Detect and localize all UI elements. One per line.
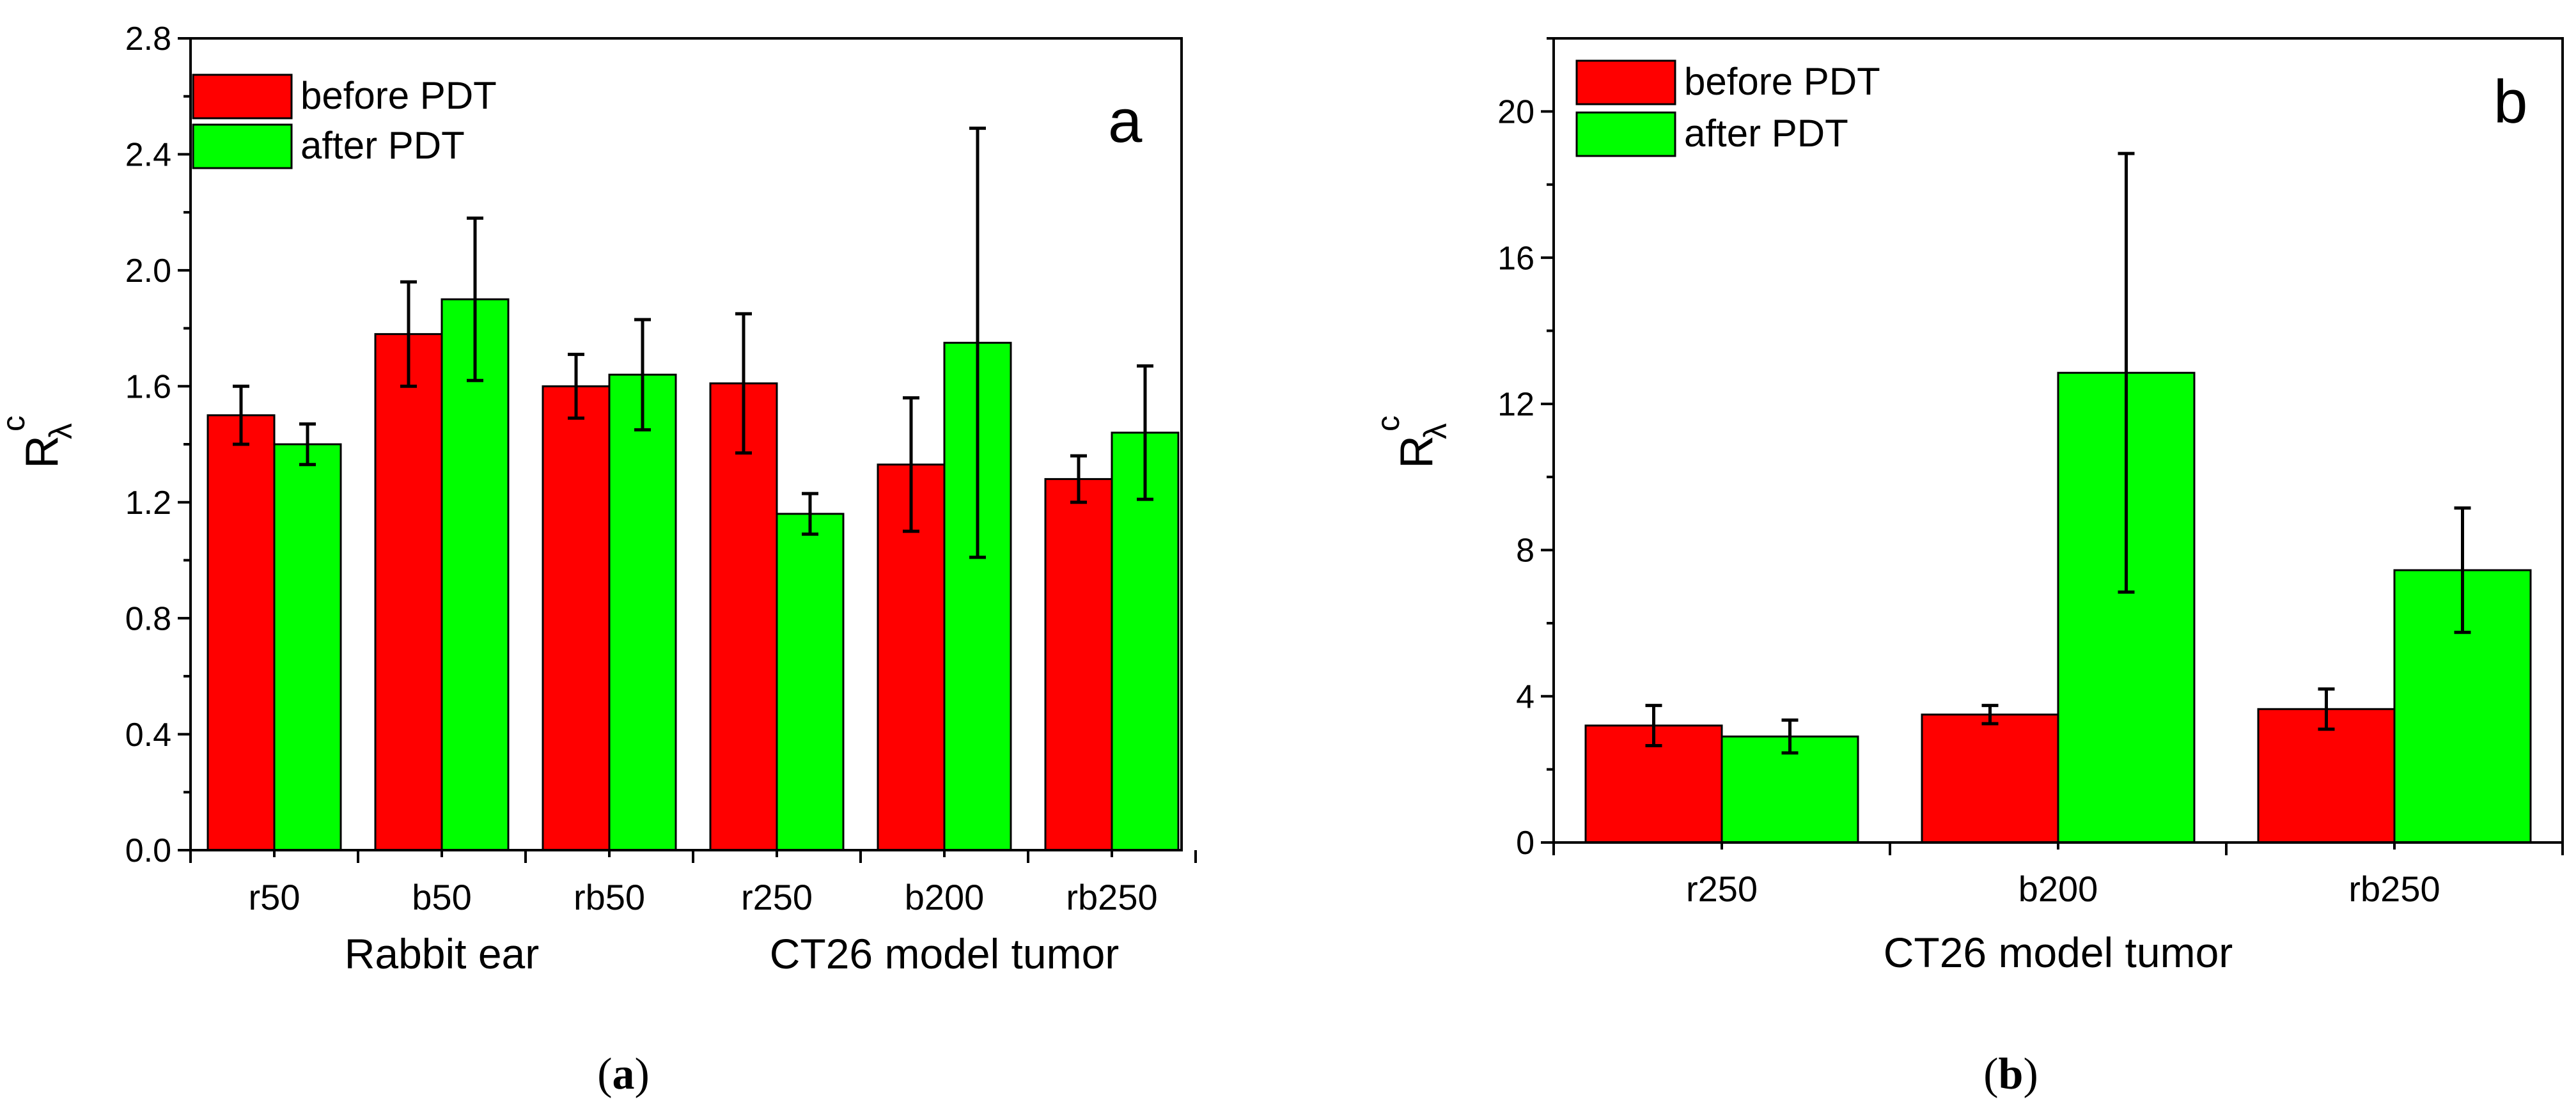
y-axis-label: Rλc — [0, 415, 79, 469]
y-axis-label-sup: c — [0, 415, 31, 431]
bar-before-r50 — [207, 414, 276, 851]
legend-label-before: before PDT — [301, 74, 497, 117]
y-tick-label: 0.0 — [125, 832, 171, 869]
x-category-label: b200 — [2018, 869, 2098, 909]
x-category-label: r250 — [1686, 869, 1758, 909]
y-tick-label: 12 — [1497, 386, 1534, 423]
caption-paren-open: ( — [1983, 1050, 1998, 1099]
y-tick-label: 2.8 — [125, 20, 171, 58]
legend-swatch-before — [192, 74, 293, 120]
chart-panel-b: 0 4 8 12 16 20 r250 b200 rb250 CT26 model tumor Rλ… — [1370, 37, 2564, 1099]
bar-before-rb50 — [542, 385, 611, 851]
panel-letter: b — [2494, 68, 2527, 136]
y-tick-label: 1.6 — [125, 368, 171, 405]
panel-letter: a — [1108, 87, 1143, 155]
panel-caption: (a) — [597, 1050, 650, 1099]
legend-swatch-before — [1575, 59, 1676, 105]
legend-swatch-after — [1575, 111, 1676, 157]
y-axis-label-base: R — [17, 435, 68, 469]
caption-paren-close: ) — [2023, 1050, 2038, 1099]
y-tick-label: 8 — [1516, 532, 1534, 570]
caption-paren-open: ( — [597, 1050, 612, 1099]
y-axis-label: Rλc — [1370, 415, 1453, 469]
x-axis-label: CT26 model tumor — [1884, 929, 2233, 976]
caption-letter: a — [613, 1050, 635, 1099]
bar-after-rb50 — [608, 373, 677, 851]
bar-after-r250 — [776, 513, 845, 851]
bar-before-rb250 — [2257, 708, 2396, 844]
x-category-label: rb250 — [1066, 877, 1157, 917]
bar-before-b200 — [1921, 713, 2059, 844]
legend-swatch-after — [192, 123, 293, 169]
x-category-label: r50 — [249, 877, 301, 917]
caption-letter: b — [1999, 1050, 2024, 1099]
y-tick-label: 20 — [1497, 94, 1534, 131]
y-axis-label-base: R — [1391, 435, 1442, 469]
y-tick-label: 0.4 — [125, 717, 171, 754]
y-tick-label: 4 — [1516, 678, 1534, 715]
bar-after-rb250 — [1111, 431, 1180, 851]
x-category-label: r250 — [741, 877, 813, 917]
legend-label-after: after PDT — [301, 124, 465, 167]
x-category-label: rb50 — [574, 877, 645, 917]
bar-after-r50 — [273, 443, 342, 851]
y-tick-label: 1.2 — [125, 485, 171, 522]
caption-paren-close: ) — [635, 1050, 650, 1099]
x-group-label: CT26 model tumor — [770, 930, 1120, 977]
chart-panel-a: 0.0 0.4 0.8 1.2 1.6 2.0 2.4 2.8 r50 b50 rb50 r250 b2… — [0, 20, 1197, 1099]
panel-caption: (b) — [1983, 1050, 2038, 1099]
y-axis-label-sub: λ — [1417, 423, 1453, 439]
bar-before-b50 — [374, 333, 443, 851]
legend-label-after: after PDT — [1684, 112, 1848, 155]
y-tick-label: 2.4 — [125, 137, 171, 174]
y-tick-label: 0.8 — [125, 600, 171, 637]
bar-before-rb250 — [1044, 477, 1113, 851]
x-group-label: Rabbit ear — [345, 930, 540, 977]
y-axis-label-sub: λ — [43, 423, 79, 439]
y-tick-label: 0 — [1516, 825, 1534, 862]
y-axis-label-sup: c — [1370, 415, 1406, 431]
y-tick-label: 16 — [1497, 240, 1534, 277]
x-category-label: rb250 — [2348, 869, 2440, 909]
legend-label-before: before PDT — [1684, 60, 1880, 103]
y-tick-label: 2.0 — [125, 252, 171, 290]
x-category-label: b200 — [905, 877, 985, 917]
x-category-label: b50 — [412, 877, 471, 917]
